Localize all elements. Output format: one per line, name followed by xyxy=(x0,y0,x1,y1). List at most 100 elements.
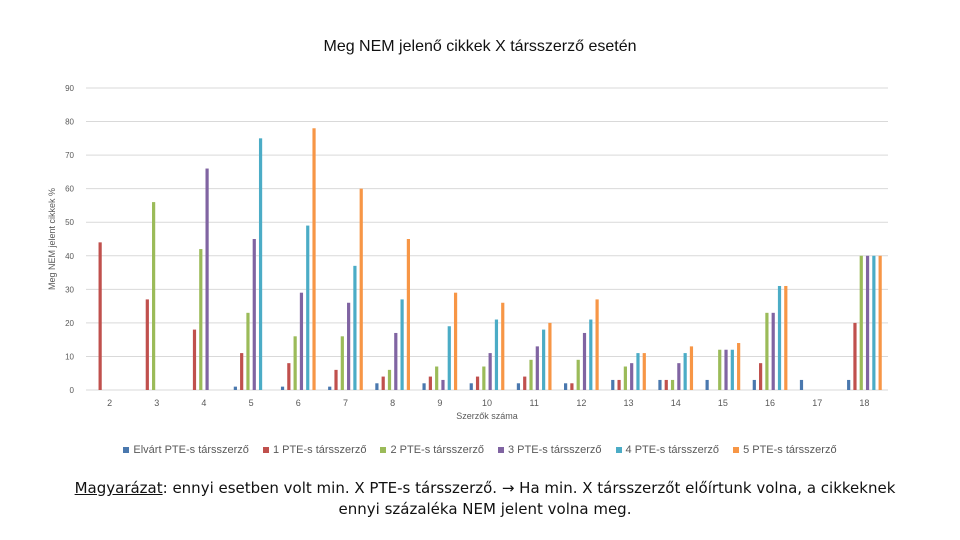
bar xyxy=(576,359,580,390)
x-tick-label: 10 xyxy=(482,398,492,408)
bar xyxy=(730,349,734,390)
x-tick-label: 3 xyxy=(154,398,159,408)
y-tick-label: 30 xyxy=(65,285,74,294)
x-tick-label: 12 xyxy=(576,398,586,408)
caption-text-2: Ha min. X társszerzőt előírtunk volna, a… xyxy=(338,479,896,518)
bar xyxy=(664,379,668,390)
legend-label: 1 PTE-s társszerző xyxy=(272,444,367,456)
x-axis-label: Szerzők száma xyxy=(456,411,518,421)
bar xyxy=(564,383,568,390)
bar xyxy=(759,363,763,390)
bar xyxy=(689,346,694,390)
bar xyxy=(570,383,574,390)
bar xyxy=(548,322,552,390)
legend-swatch xyxy=(123,447,130,453)
y-tick-label: 50 xyxy=(65,218,74,227)
bar xyxy=(199,249,203,390)
bar xyxy=(488,353,492,390)
bar xyxy=(328,386,332,390)
bar xyxy=(375,383,379,390)
bar xyxy=(240,353,244,390)
x-tick-label: 13 xyxy=(624,398,634,408)
bar xyxy=(642,353,646,390)
legend-item: 4 PTE-s társszerző xyxy=(615,444,720,456)
bar xyxy=(630,363,634,390)
bar xyxy=(469,383,473,390)
bar xyxy=(453,292,458,390)
y-axis-label: Meg NEM jelent cikkek % xyxy=(47,188,57,290)
bar xyxy=(359,188,363,390)
bar xyxy=(287,363,291,390)
arrow-icon: → xyxy=(501,479,515,497)
bar xyxy=(422,383,426,390)
bar-chart: 0 10 20 30 40 50 60 70 80 90 2 3 4 5 6 7 8 9 10 11 12 13 14 15 1… xyxy=(47,84,888,421)
bar xyxy=(387,369,392,390)
bar xyxy=(246,312,250,390)
legend-label: Elvárt PTE-s társszerző xyxy=(133,444,249,456)
y-tick-label: 90 xyxy=(65,84,74,93)
bar xyxy=(724,349,728,390)
bar xyxy=(623,366,627,390)
bar xyxy=(381,376,385,390)
x-tick-label: 7 xyxy=(343,398,348,408)
bar xyxy=(859,255,863,390)
bar xyxy=(582,332,587,390)
bar xyxy=(799,379,804,390)
bar xyxy=(501,302,505,390)
bar xyxy=(765,312,769,390)
bar xyxy=(529,359,533,390)
bar xyxy=(542,329,546,390)
bar xyxy=(752,379,756,390)
bar xyxy=(252,239,256,390)
bar xyxy=(777,285,782,390)
bar xyxy=(98,242,102,390)
bar xyxy=(299,292,304,390)
x-tick-label: 5 xyxy=(249,398,254,408)
bar xyxy=(334,369,338,390)
legend-swatch xyxy=(380,447,387,453)
bar xyxy=(494,319,499,390)
bar xyxy=(677,363,681,390)
bar xyxy=(784,285,788,390)
bar xyxy=(394,332,398,390)
x-tick-label: 14 xyxy=(671,398,681,408)
bar xyxy=(617,379,621,390)
bar xyxy=(636,353,640,390)
bar xyxy=(233,386,237,390)
bar xyxy=(312,128,316,390)
y-tick-label: 20 xyxy=(65,319,74,328)
bar xyxy=(306,225,310,390)
bar xyxy=(658,379,662,390)
legend-label: 3 PTE-s társszerző xyxy=(508,444,602,456)
bar xyxy=(705,379,709,390)
legend-item: 3 PTE-s társszerző xyxy=(498,444,602,456)
bar xyxy=(435,366,439,390)
bar xyxy=(400,299,404,390)
bar xyxy=(192,329,197,390)
legend-label: 5 PTE-s társszerző xyxy=(743,444,837,456)
y-tick-label: 0 xyxy=(70,386,75,395)
legend-label: 4 PTE-s társszerző xyxy=(625,444,720,456)
x-tick-label: 2 xyxy=(107,398,112,408)
x-tick-label: 9 xyxy=(437,398,442,408)
bar xyxy=(516,383,521,390)
bar xyxy=(441,379,445,390)
x-tick-label: 15 xyxy=(718,398,728,408)
legend-label: 2 PTE-s társszerző xyxy=(390,444,484,456)
legend-item: 2 PTE-s társszerző xyxy=(380,444,484,456)
legend-swatch xyxy=(262,447,269,453)
bar xyxy=(205,168,209,390)
y-tick-label: 80 xyxy=(65,118,74,127)
bar xyxy=(447,326,451,390)
bar xyxy=(347,302,351,390)
bar xyxy=(847,379,851,390)
y-tick-label: 70 xyxy=(65,151,74,160)
y-tick-label: 40 xyxy=(65,252,74,261)
bar xyxy=(280,386,285,390)
bar xyxy=(771,312,775,390)
bar xyxy=(611,379,615,390)
y-tick-label: 60 xyxy=(65,185,74,194)
bar xyxy=(535,346,539,390)
bar xyxy=(406,239,410,390)
y-tick-label: 10 xyxy=(65,352,74,361)
